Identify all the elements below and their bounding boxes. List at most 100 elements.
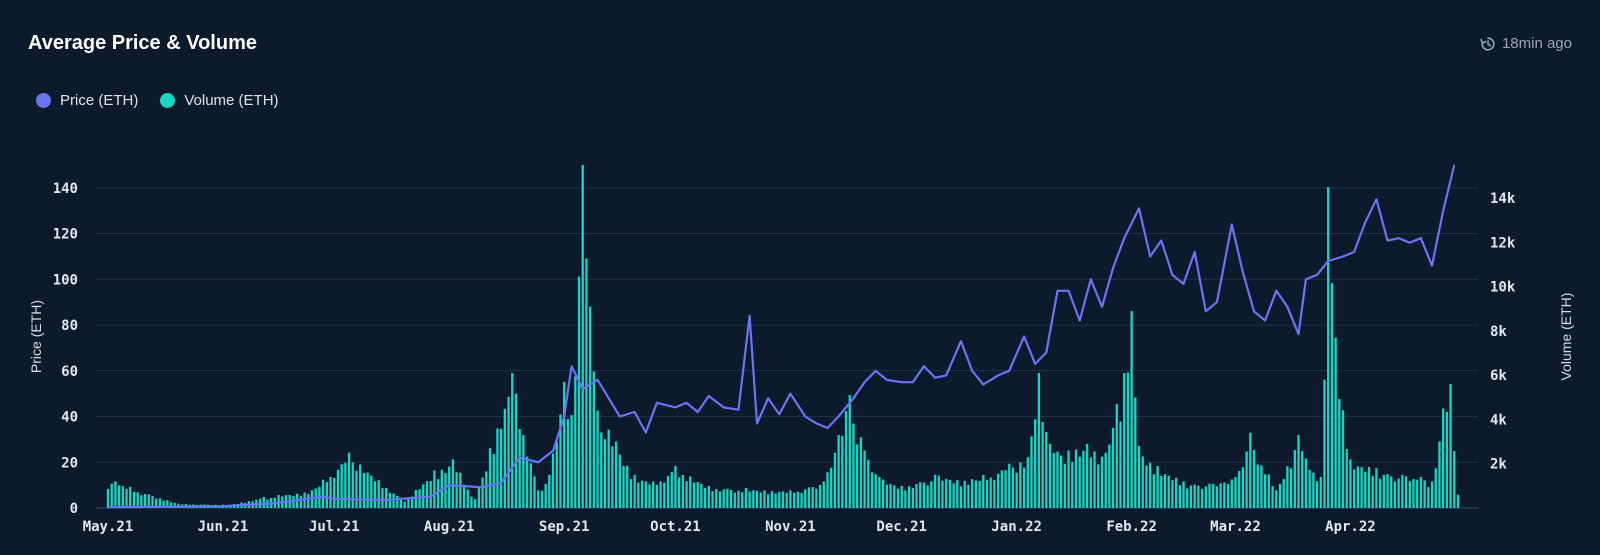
volume-bar [525,456,529,508]
volume-bar [347,452,351,508]
y-right-tick-label: 14k [1490,191,1516,207]
volume-bar [529,463,532,508]
volume-bar [277,494,280,508]
volume-bar [759,492,762,508]
volume-bar [1008,463,1011,508]
volume-bar [1349,459,1352,508]
volume-bar [856,444,859,508]
volume-bar [1378,478,1382,508]
volume-bar [748,491,751,508]
axis-labels: 0 20 40 60 80 100 120 140 2k 4k 6k 8k 10k 12k 14k May.2… [28,181,1574,535]
volume-bar [503,408,506,508]
volume-bar [566,418,570,508]
volume-bar [1304,458,1308,508]
volume-bar [459,472,462,508]
volume-bar [640,480,644,508]
volume-bar [822,481,825,508]
volume-bar [1011,467,1015,508]
volume-bar [511,373,514,508]
volume-bar [477,488,481,508]
volume-bar [722,489,725,508]
volume-bar [707,485,710,508]
volume-bar [370,475,373,508]
x-tick-label: May.21 [83,519,134,535]
refresh-clock-icon [1480,36,1495,51]
grid-lines [96,187,1478,509]
volume-bar [878,477,881,508]
volume-bar [1182,481,1185,508]
volume-bar [1297,434,1300,508]
y-left-tick-label: 140 [53,181,78,197]
volume-bar [678,477,681,508]
volume-bar [307,494,310,508]
volume-bar [963,480,966,508]
volume-bar [967,484,970,508]
volume-bar [555,441,558,508]
volume-bar [1115,403,1118,508]
volume-bar [718,491,722,508]
last-updated[interactable]: 18min ago [1480,35,1572,52]
volume-bar [885,484,888,508]
volume-bar [117,485,121,508]
volume-bar [970,479,974,508]
y-right-tick-label: 6k [1490,368,1507,384]
volume-bar [540,490,544,508]
volume-bar [926,485,929,508]
volume-bar [1275,490,1278,508]
volume-bar [588,306,592,508]
volume-bar [533,476,536,508]
volume-bar [837,434,840,508]
volume-bar [1085,443,1089,508]
volume-bar [993,480,996,508]
volume-bar [362,473,366,508]
volume-bar [325,482,328,508]
volume-bar [1416,479,1419,508]
legend-label-volume: Volume (ETH) [184,92,279,109]
volume-bar [333,477,336,508]
volume-bar [681,474,685,508]
volume-bar [737,490,740,508]
volume-bar [948,479,952,508]
volume-bar [733,492,736,508]
y-right-tick-label: 12k [1490,235,1516,251]
volume-bar [933,474,937,508]
volume-bar [385,487,388,508]
y-left-tick-label: 80 [61,318,78,334]
volume-bar [143,494,147,508]
volume-bar [1375,468,1378,508]
x-tick-label: Sep.21 [539,519,590,535]
volume-bar [774,493,777,508]
volume-bar [399,499,403,508]
volume-bar [1156,465,1159,508]
volume-bar [474,499,477,508]
volume-bar [911,488,914,508]
volume-bar [470,496,473,508]
volume-bar [863,450,866,508]
volume-bar [833,452,837,508]
volume-bar [329,477,332,508]
volume-bar [1382,474,1385,508]
volume-bar [1319,477,1322,508]
volume-bar [1093,451,1096,508]
volume-bar [1397,478,1400,508]
volume-bar [1371,475,1374,508]
volume-bar [455,472,458,508]
volume-bar [1167,475,1170,508]
volume-bar [522,435,525,508]
volume-bar [1171,480,1174,508]
volume-bar [436,479,440,508]
y-right-tick-label: 10k [1490,280,1516,296]
volume-bar [614,441,618,508]
volume-bar [659,481,662,508]
volume-bar [804,489,807,508]
volume-bar [930,481,933,508]
volume-bar [1456,494,1460,508]
volume-bar [1293,449,1296,508]
volume-bar [1364,471,1367,508]
legend-item-price[interactable]: Price (ETH) [36,92,138,109]
legend-item-volume[interactable]: Volume (ETH) [160,92,279,109]
volume-bar [1386,474,1389,508]
volume-bar [299,496,303,508]
volume-bar [1330,283,1334,508]
volume-bar [1022,467,1026,508]
